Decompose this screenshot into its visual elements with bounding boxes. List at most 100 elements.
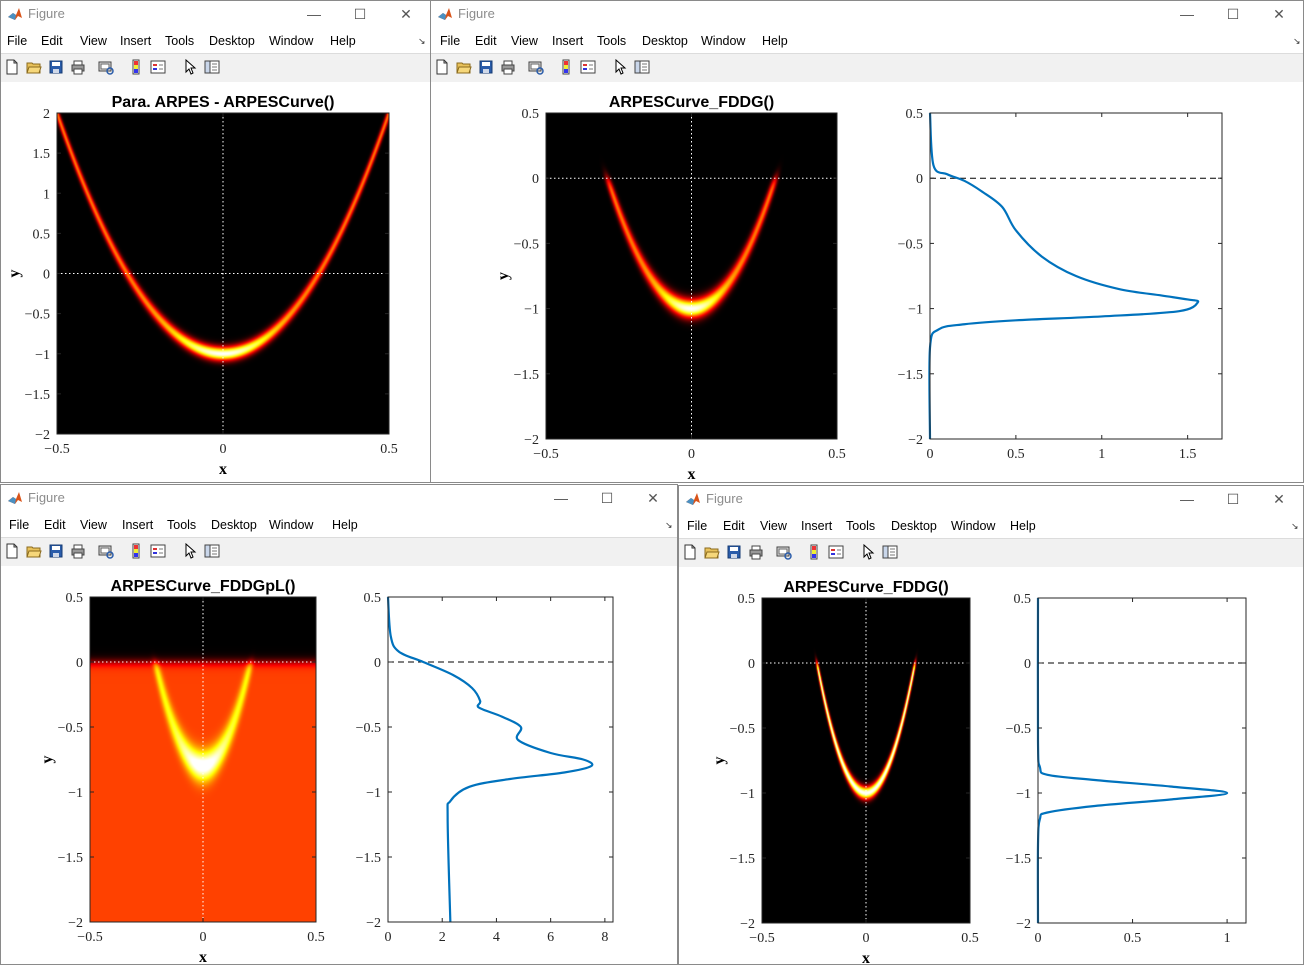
heatmap-image xyxy=(90,597,316,922)
menu-edit[interactable]: Edit xyxy=(41,34,63,48)
axes-2[interactable]: 0 0.5 1 0.5 0 −0.5 −1 −1.5 −2 xyxy=(1006,592,1247,946)
title-bar[interactable]: Figure — ☐ ✕ xyxy=(431,1,1303,27)
menu-desktop[interactable]: Desktop xyxy=(211,518,257,532)
title-bar[interactable]: Figure — ☐ ✕ xyxy=(679,486,1303,512)
insert-colorbar-icon[interactable] xyxy=(128,59,145,76)
insert-colorbar-icon[interactable] xyxy=(128,543,145,560)
maximize-button[interactable]: ☐ xyxy=(1213,488,1253,510)
menu-edit[interactable]: Edit xyxy=(475,34,497,48)
minimize-button[interactable]: — xyxy=(1167,3,1207,25)
property-editor-icon[interactable] xyxy=(634,59,651,76)
menu-view[interactable]: View xyxy=(80,518,107,532)
menu-help[interactable]: Help xyxy=(332,518,358,532)
close-button[interactable]: ✕ xyxy=(1259,3,1299,25)
property-editor-icon[interactable] xyxy=(882,544,899,561)
menu-insert[interactable]: Insert xyxy=(122,518,154,532)
minimize-button[interactable]: — xyxy=(541,487,581,509)
print-icon[interactable] xyxy=(70,59,87,76)
axes-1[interactable]: −0.5 0 0.5 2 1.5 1 0.5 0 −0.5 −1 −1.5 −2 Para. ARPES… xyxy=(6,94,398,478)
menu-tools[interactable]: Tools xyxy=(597,34,627,48)
insert-colorbar-icon[interactable] xyxy=(806,544,823,561)
close-button[interactable]: ✕ xyxy=(1259,488,1299,510)
new-figure-icon[interactable] xyxy=(4,59,21,76)
plot-area: −0.5 0 0.5 0.5 0 −0.5 −1 −1.5 −2 ARPESCurve_FDDG(… xyxy=(679,567,1303,964)
menu-window[interactable]: Window xyxy=(269,518,314,532)
maximize-button[interactable]: ☐ xyxy=(340,3,380,25)
select-arrow-icon[interactable] xyxy=(612,58,629,76)
axes-2[interactable]: 0 0.5 1 1.5 0.5 0 −0.5 −1 −1.5 −2 xyxy=(898,107,1223,462)
menu-file[interactable]: File xyxy=(7,34,28,48)
menu-window[interactable]: Window xyxy=(269,34,314,48)
menu-window[interactable]: Window xyxy=(701,34,746,48)
property-editor-icon[interactable] xyxy=(204,543,221,560)
insert-legend-icon[interactable] xyxy=(150,59,167,76)
menu-help[interactable]: Help xyxy=(762,34,788,48)
title-bar[interactable]: Figure — ☐ ✕ xyxy=(1,485,677,511)
save-icon[interactable] xyxy=(478,59,495,76)
menu-file[interactable]: File xyxy=(9,518,30,532)
menu-help[interactable]: Help xyxy=(1010,519,1036,533)
print-icon[interactable] xyxy=(500,59,517,76)
open-file-icon[interactable] xyxy=(704,544,721,561)
menu-view[interactable]: View xyxy=(511,34,538,48)
select-arrow-icon[interactable] xyxy=(182,58,199,76)
print-icon[interactable] xyxy=(748,544,765,561)
open-file-icon[interactable] xyxy=(26,59,43,76)
menu-tools[interactable]: Tools xyxy=(167,518,197,532)
menu-edit[interactable]: Edit xyxy=(44,518,66,532)
menu-insert[interactable]: Insert xyxy=(801,519,833,533)
menu-file[interactable]: File xyxy=(687,519,708,533)
menu-file[interactable]: File xyxy=(440,34,461,48)
maximize-button[interactable]: ☐ xyxy=(587,487,627,509)
open-file-icon[interactable] xyxy=(26,543,43,560)
minimize-button[interactable]: — xyxy=(1167,488,1207,510)
maximize-button[interactable]: ☐ xyxy=(1213,3,1253,25)
spectrum-curve xyxy=(386,596,594,923)
title-bar[interactable]: Figure — ☐ ✕ xyxy=(1,1,430,27)
close-button[interactable]: ✕ xyxy=(633,487,673,509)
axes-1[interactable]: −0.5 0 0.5 0.5 0 −0.5 −1 −1.5 −2 ARPESCurve_FDDG(… xyxy=(495,94,846,483)
close-button[interactable]: ✕ xyxy=(386,3,426,25)
menu-tools[interactable]: Tools xyxy=(165,34,195,48)
print-icon[interactable] xyxy=(70,543,87,560)
open-file-icon[interactable] xyxy=(456,59,473,76)
axes-1[interactable]: −0.5 0 0.5 0.5 0 −0.5 −1 −1.5 −2 ARPESCurve_FDDG(… xyxy=(711,579,979,965)
dock-arrow-icon[interactable]: ↘ xyxy=(1293,36,1301,46)
insert-legend-icon[interactable] xyxy=(150,543,167,560)
axes-1[interactable]: −0.5 0 0.5 0.5 0 −0.5 −1 −1.5 −2 ARPESCurve_FDDGp… xyxy=(39,578,325,965)
dock-arrow-icon[interactable]: ↘ xyxy=(1291,521,1299,531)
menu-window[interactable]: Window xyxy=(951,519,996,533)
maximize-icon: ☐ xyxy=(353,5,367,22)
print-preview-icon[interactable] xyxy=(776,544,793,561)
property-editor-icon[interactable] xyxy=(204,59,221,76)
save-icon[interactable] xyxy=(48,59,65,76)
menu-view[interactable]: View xyxy=(80,34,107,48)
menu-view[interactable]: View xyxy=(760,519,787,533)
new-figure-icon[interactable] xyxy=(434,59,451,76)
print-preview-icon[interactable] xyxy=(98,59,115,76)
print-preview-icon[interactable] xyxy=(528,59,545,76)
menu-insert[interactable]: Insert xyxy=(120,34,152,48)
menu-help[interactable]: Help xyxy=(330,34,356,48)
save-icon[interactable] xyxy=(48,543,65,560)
insert-colorbar-icon[interactable] xyxy=(558,59,575,76)
menu-desktop[interactable]: Desktop xyxy=(891,519,937,533)
save-icon[interactable] xyxy=(726,544,743,561)
insert-legend-icon[interactable] xyxy=(828,544,845,561)
print-preview-icon[interactable] xyxy=(98,543,115,560)
insert-legend-icon[interactable] xyxy=(580,59,597,76)
menu-desktop[interactable]: Desktop xyxy=(209,34,255,48)
menu-desktop[interactable]: Desktop xyxy=(642,34,688,48)
menu-insert[interactable]: Insert xyxy=(552,34,584,48)
menu-tools[interactable]: Tools xyxy=(846,519,876,533)
axes-2[interactable]: 0 2 4 6 8 0.5 0 −0.5 −1 −1.5 −2 xyxy=(356,591,614,945)
y-axis-label: y xyxy=(711,757,728,765)
new-figure-icon[interactable] xyxy=(4,543,21,560)
new-figure-icon[interactable] xyxy=(682,544,699,561)
dock-arrow-icon[interactable]: ↘ xyxy=(418,36,426,46)
dock-arrow-icon[interactable]: ↘ xyxy=(665,520,673,530)
menu-edit[interactable]: Edit xyxy=(723,519,745,533)
select-arrow-icon[interactable] xyxy=(182,542,199,560)
minimize-button[interactable]: — xyxy=(294,3,334,25)
select-arrow-icon[interactable] xyxy=(860,543,877,561)
